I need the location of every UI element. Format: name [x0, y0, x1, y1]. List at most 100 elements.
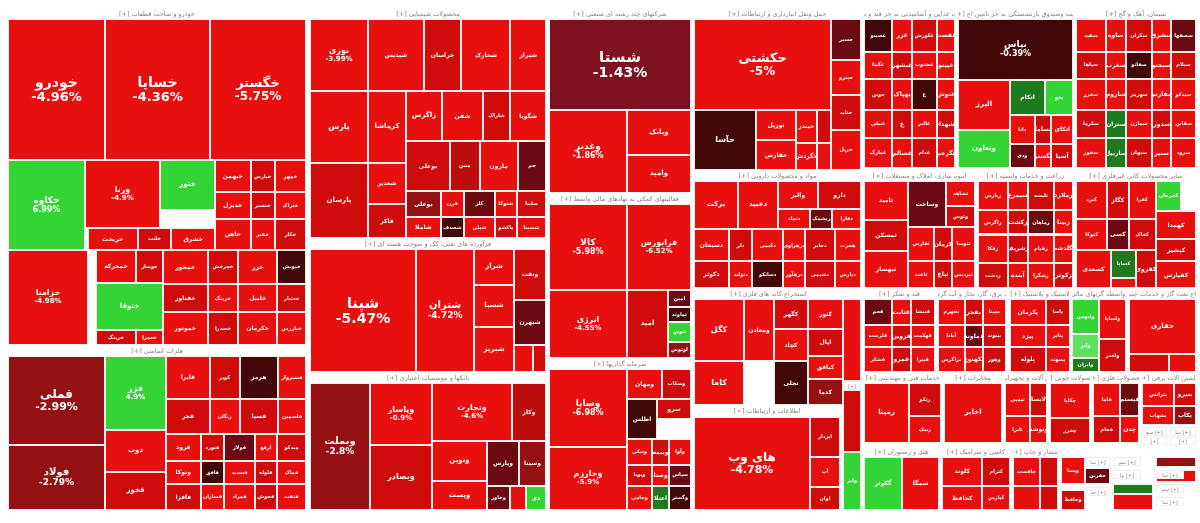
stock-tile-قثابت[interactable]: قثابت: [892, 299, 911, 325]
stock-tile-ستران[interactable]: ستران: [1106, 110, 1126, 138]
stock-tile-البرز[interactable]: البرز: [958, 80, 1010, 130]
sector-header[interactable]: فرآورده های نفتی، کک و سوخت هسته ای [+]: [310, 238, 546, 249]
stock-tile-سفانو[interactable]: سفانو: [1126, 52, 1152, 79]
stock-tile-فنفت[interactable]: فنفت: [277, 484, 306, 510]
sector-header[interactable]: کاشی و سرامیک [+]: [942, 446, 1010, 457]
stock-tile-زماهان[interactable]: زماهان: [1028, 210, 1054, 234]
stock-tile-دی[interactable]: دی: [526, 486, 546, 510]
stock-tile-غ[interactable]: غ: [912, 79, 937, 110]
stock-tile-سخزر[interactable]: سخزر: [1076, 79, 1106, 110]
stock-tile-غگرجی[interactable]: غگرجی: [937, 138, 955, 168]
stock-tile-برکت[interactable]: برکت: [694, 181, 738, 229]
stock-tile-سغرب[interactable]: سغرب: [1106, 52, 1126, 79]
mini-sector-header[interactable]: [+]: [1142, 437, 1167, 445]
stock-tile-ساربیل[interactable]: ساربیل: [1106, 138, 1126, 168]
stock-tile-حفارس[interactable]: حفارس: [756, 140, 796, 170]
stock-tile-خشرق[interactable]: خشرق: [171, 228, 215, 250]
stock-tile-دکوثر[interactable]: دکوثر: [694, 261, 729, 288]
stock-tile-بزاگرس[interactable]: بزاگرس: [938, 347, 965, 372]
stock-tile-قزوین[interactable]: قزوین: [892, 325, 911, 347]
sector-header[interactable]: انتشار و چاپ [+]: [1013, 446, 1058, 457]
stock-tile-سصفها[interactable]: سصفها: [1171, 19, 1196, 52]
stock-tile-فرود[interactable]: فرود: [166, 434, 201, 461]
stock-tile-وخارزم[interactable]: وخارزم-5.9%: [549, 447, 627, 510]
stock-tile-جوین[interactable]: جوین: [864, 79, 892, 110]
stock-tile-اتکای[interactable]: اتکای: [1051, 115, 1073, 144]
stock-tile-وسینا[interactable]: وسینا: [519, 441, 546, 486]
stock-tile-هجرت[interactable]: هجرت: [835, 229, 861, 261]
stock-tile-زبینا[interactable]: زبینا: [1054, 210, 1073, 234]
stock-tile-حفاری[interactable]: حفاری: [1129, 299, 1196, 354]
stock-tile-اپرداز[interactable]: اپرداز: [810, 417, 840, 457]
stock-tile-سپاها[interactable]: سپاها: [1076, 52, 1106, 79]
stock-tile-وبیمه[interactable]: وبیمه: [652, 439, 669, 465]
stock-tile-خنصیر[interactable]: خنصیر: [251, 192, 275, 219]
stock-tile-غگیتا[interactable]: غگیتا: [864, 52, 892, 79]
stock-tile-بترانس[interactable]: بترانس: [1142, 383, 1174, 406]
stock-tile-حپترو[interactable]: حپترو: [831, 60, 861, 95]
mini-sector-header[interactable]: سا [+]: [1156, 497, 1184, 506]
stock-tile-زپارس[interactable]: زپارس: [978, 181, 1008, 210]
stock-tile-کویر[interactable]: کویر: [210, 356, 240, 399]
stock-tile-حسیر[interactable]: حسیر: [831, 19, 861, 60]
stock-tile-وخاور[interactable]: وخاور: [487, 486, 510, 510]
stock-tile-خریخت[interactable]: خریخت: [88, 228, 138, 250]
stock-tile-زفکا[interactable]: زفکا: [978, 235, 1008, 263]
stock-tile-پکرمان[interactable]: پکرمان: [1010, 299, 1046, 325]
stock-tile-کترام[interactable]: کترام: [982, 457, 1010, 486]
stock-tile-سیمرغ[interactable]: سیمرغ: [1008, 181, 1028, 210]
stock-tile-وبانک[interactable]: وبانک: [627, 110, 691, 155]
stock-tile-ختراک[interactable]: ختراک: [275, 192, 306, 219]
stock-tile[interactable]: [1111, 278, 1136, 288]
stock-tile-آپ[interactable]: آپ: [810, 457, 840, 487]
stock-tile-وبصادر[interactable]: وبصادر: [370, 445, 432, 510]
stock-tile-غسالم[interactable]: غسالم: [892, 138, 911, 168]
stock-tile-خمحور[interactable]: خمحور: [163, 250, 208, 284]
stock-tile-ولساپا[interactable]: ولساپا: [1099, 299, 1126, 339]
stock-tile-بپیوند[interactable]: بپیوند: [983, 325, 1006, 347]
stock-tile-خکرمان[interactable]: خکرمان: [238, 312, 277, 345]
stock-tile-وسکاب[interactable]: وسکاب: [662, 369, 691, 399]
stock-tile-شپنا[interactable]: شپنا-5.47%: [310, 249, 416, 372]
stock-tile-تنوین[interactable]: تنوین: [668, 322, 691, 342]
stock-tile-کتوکا[interactable]: کتوکا: [1076, 219, 1107, 250]
sector-header[interactable]: محصولات فلزی [+]: [1093, 372, 1139, 383]
stock-tile-تایرا[interactable]: تایرا: [1005, 416, 1030, 443]
stock-tile-خلیبل[interactable]: خلیبل: [238, 284, 277, 312]
stock-tile-غ[interactable]: غ: [892, 110, 911, 138]
stock-tile-دماوند[interactable]: دماوند: [965, 325, 983, 347]
stock-tile-خمهر[interactable]: خمهر: [275, 160, 306, 192]
stock-tile-سکران[interactable]: سکران: [1126, 19, 1152, 52]
stock-tile-وامید[interactable]: وامید: [627, 155, 691, 193]
stock-tile-فخوز[interactable]: فخوز: [105, 472, 166, 510]
stock-tile-خصدرا[interactable]: خصدرا: [208, 312, 238, 345]
mini-sector-header[interactable]: سا [+]: [1170, 427, 1196, 436]
stock-tile-غدام[interactable]: غدام: [912, 138, 937, 168]
stock-tile-وآوا[interactable]: وآوا: [669, 439, 691, 465]
stock-tile-سرود[interactable]: سرود: [1171, 138, 1196, 168]
stock-tile-شاراک[interactable]: شاراک: [483, 91, 511, 141]
stock-tile-قرن[interactable]: قرن: [441, 191, 465, 217]
sector-header[interactable]: شرکتهای چند رشته ای صنعتی [+]: [549, 8, 691, 19]
sector-header[interactable]: بیمه وصندوق بازنشستگی به جز تامین اج [+]: [958, 8, 1073, 19]
stock-tile-غمارگ[interactable]: غمارگ: [864, 138, 892, 168]
stock-tile-وپسا[interactable]: وپسا: [1061, 457, 1085, 484]
stock-tile-سبهان[interactable]: سبهان: [1126, 138, 1152, 168]
stock-tile-وهور[interactable]: وهور: [983, 347, 1006, 372]
stock-tile[interactable]: [533, 345, 546, 372]
stock-tile-بشهاب[interactable]: بشهاب: [1142, 406, 1174, 425]
stock-tile-فلوله[interactable]: فلوله: [255, 461, 277, 483]
stock-tile-کفرا[interactable]: کفرا: [1129, 181, 1157, 219]
stock-tile-جم[interactable]: جم: [518, 141, 546, 191]
stock-tile-بگستر[interactable]: بگستر: [1035, 144, 1052, 168]
mini-sector-header[interactable]: سا [+]: [1156, 470, 1184, 479]
stock-tile-پارس[interactable]: پارس: [310, 91, 368, 163]
stock-tile-شسپا[interactable]: شسپا: [474, 285, 514, 327]
stock-tile-کگهر[interactable]: کگهر: [774, 299, 808, 329]
sector-header[interactable]: خودرو و ساخت قطعات [+]: [8, 8, 306, 19]
stock-tile-زاگرس[interactable]: زاگرس: [406, 91, 442, 141]
stock-tile-فزر[interactable]: فزر4.9%: [105, 356, 166, 430]
stock-tile-بپاس[interactable]: بپاس-0.39%: [958, 19, 1073, 80]
stock-tile-کگاز[interactable]: کگاز: [1107, 181, 1128, 219]
stock-tile-شیراز[interactable]: شیراز: [510, 19, 546, 91]
